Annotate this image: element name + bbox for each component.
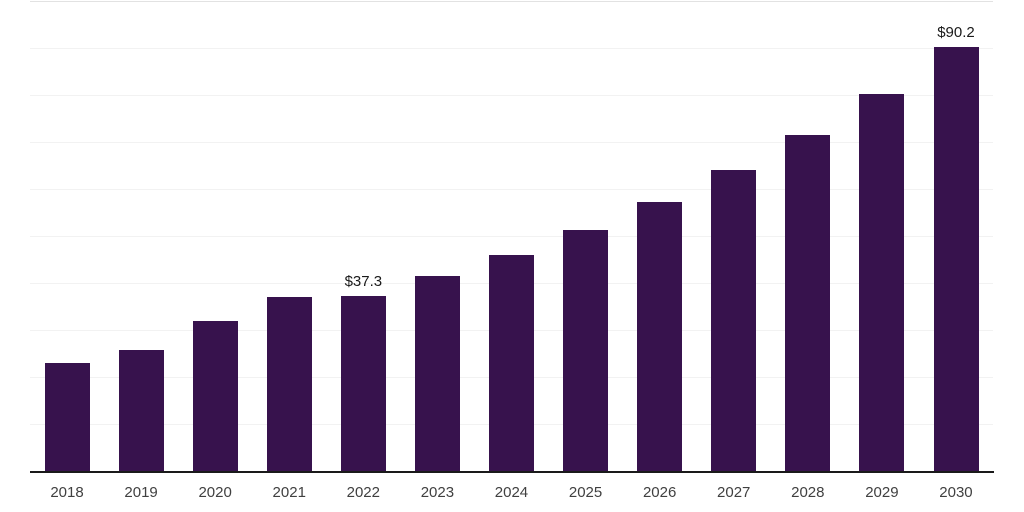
x-tick-2023: 2023 [420, 484, 455, 501]
bar-2020 [192, 320, 238, 471]
gridline-50 [30, 236, 993, 237]
bar-2030 [933, 47, 979, 471]
value-label-2030: $90.2 [937, 24, 975, 42]
bar-2027 [711, 170, 757, 471]
gridline-90 [30, 48, 993, 49]
x-tick-2021: 2021 [272, 484, 306, 501]
gridline-70 [30, 142, 993, 143]
x-axis-line [30, 471, 994, 473]
x-tick-2025: 2025 [568, 484, 603, 501]
x-tick-2027: 2027 [717, 484, 751, 501]
x-tick-2022: 2022 [346, 484, 380, 501]
value-label-2022: $37.3 [344, 272, 383, 290]
bar-2018 [44, 362, 90, 471]
bar-2021 [266, 297, 312, 471]
x-tick-2029: 2029 [865, 484, 899, 501]
bar-2024 [489, 254, 535, 471]
bar-2026 [637, 202, 683, 471]
x-tick-2018: 2018 [50, 484, 84, 501]
bar-2023 [414, 276, 460, 471]
bar-2025 [563, 229, 609, 471]
gridline-80 [30, 95, 993, 96]
gridline-100 [30, 1, 993, 2]
x-tick-2030: 2030 [939, 484, 973, 501]
bar-2029 [859, 94, 905, 471]
gridline-60 [30, 189, 993, 190]
bar-2022 [340, 295, 386, 471]
x-tick-2024: 2024 [494, 484, 529, 501]
x-tick-2028: 2028 [791, 484, 825, 501]
bar-2028 [785, 135, 831, 471]
bar-2019 [118, 350, 164, 471]
x-tick-2020: 2020 [198, 484, 232, 501]
x-tick-2019: 2019 [124, 484, 158, 501]
x-tick-2026: 2026 [642, 484, 677, 501]
